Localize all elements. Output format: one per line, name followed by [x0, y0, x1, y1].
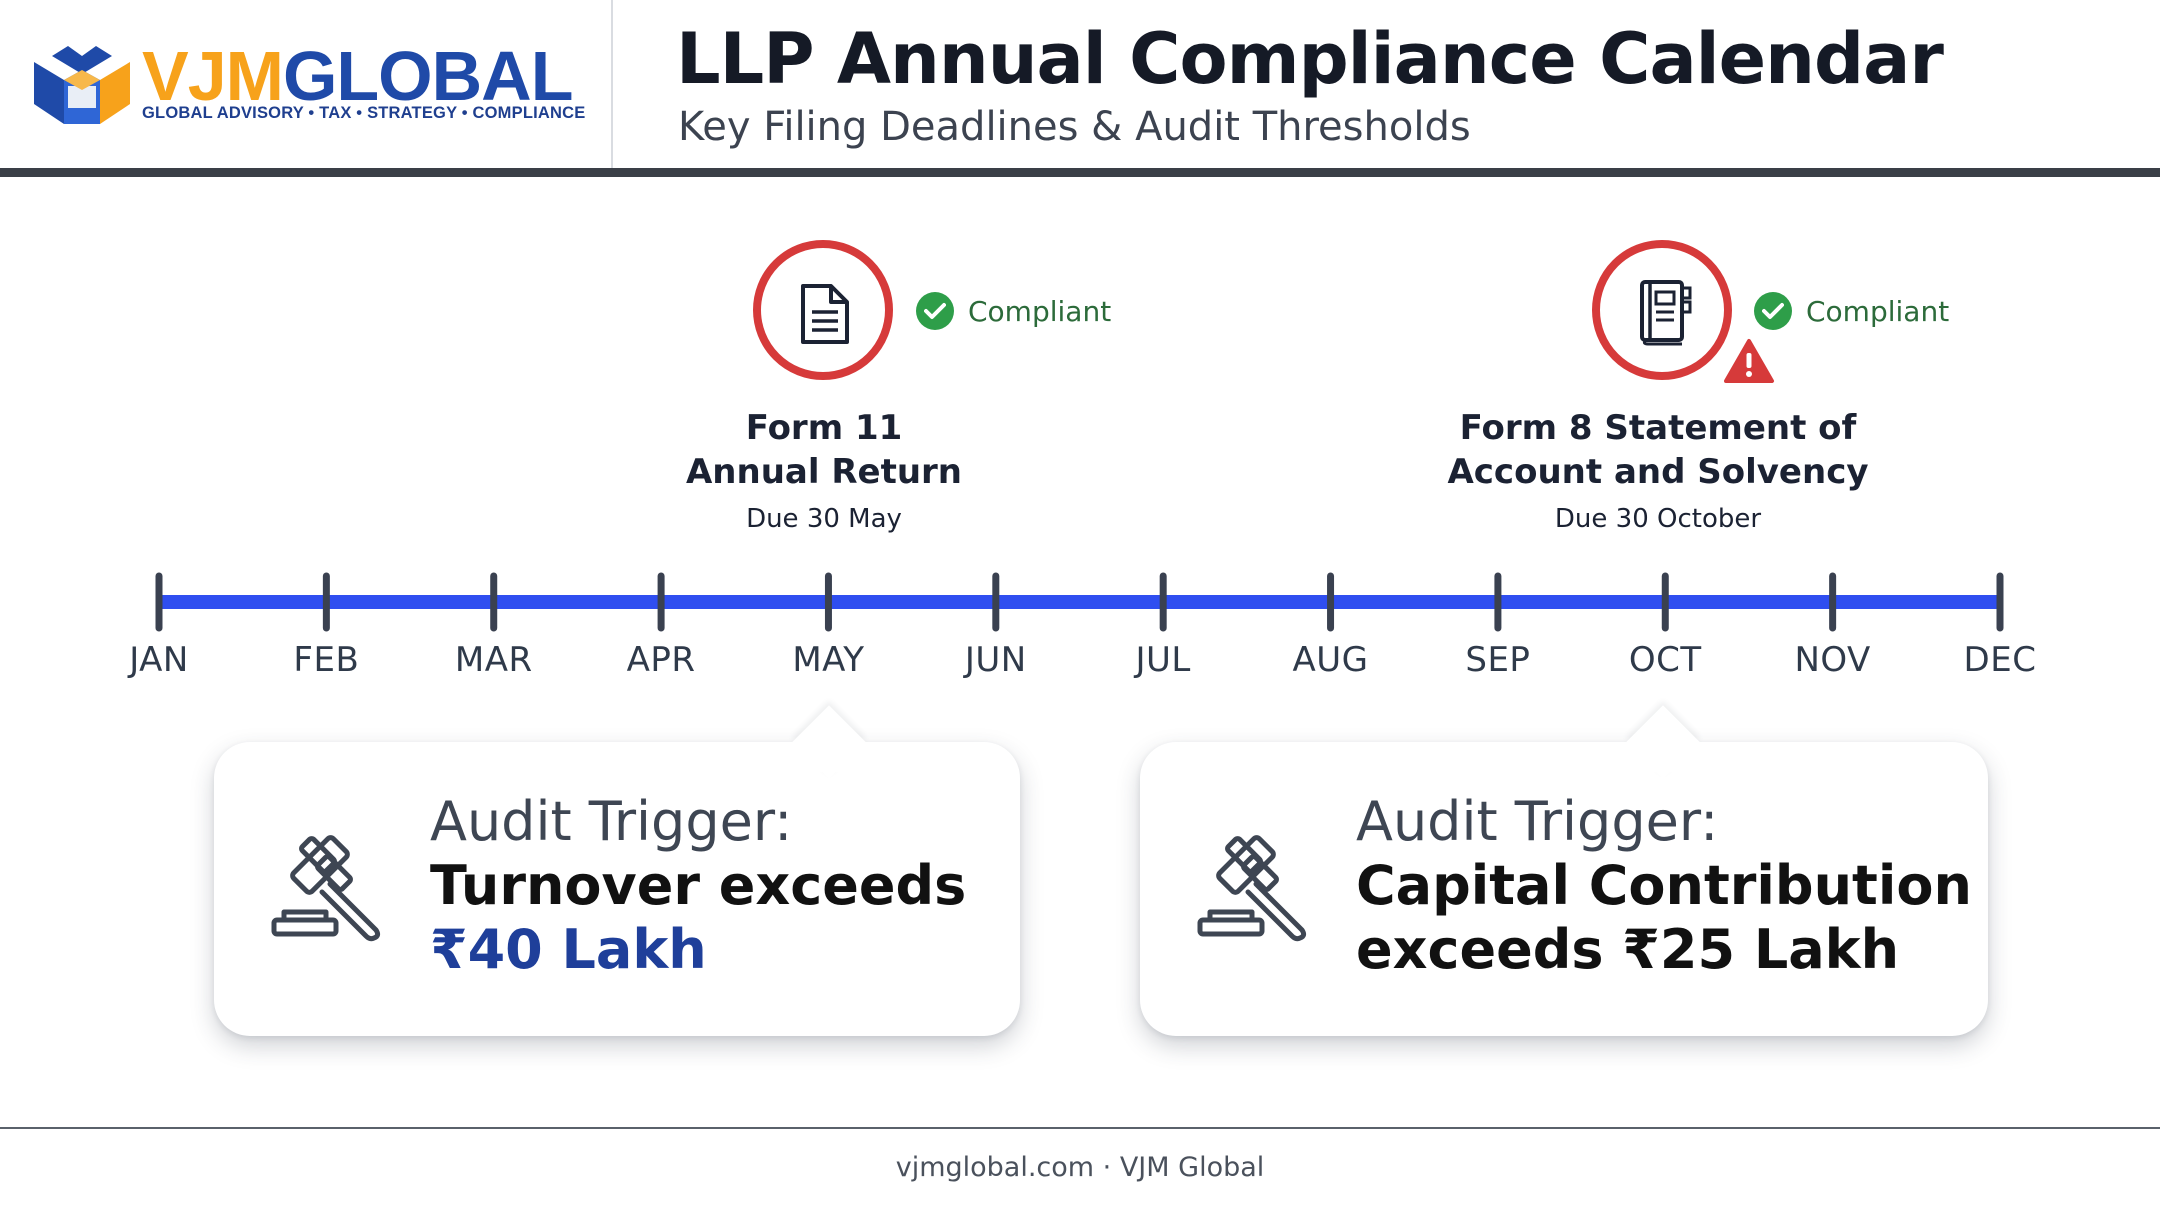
form-8-due-date: Due 30 October	[1554, 504, 1762, 534]
document-icon	[801, 284, 849, 344]
audit-trigger-card-capital: Audit Trigger: Capital Contribution exce…	[1140, 705, 1988, 1036]
audit-trigger-threshold: exceeds ₹25 Lakh	[1356, 918, 1900, 981]
form-8-title-line1: Form 8 Statement of	[1459, 408, 1857, 448]
brand-name: VJMGLOBAL	[142, 36, 574, 116]
month-label-aug: AUG	[1292, 640, 1369, 680]
check-icon	[1754, 292, 1792, 330]
form-8-icon-circle	[1592, 240, 1732, 380]
page-subtitle: Key Filing Deadlines & Audit Thresholds	[678, 104, 1471, 150]
month-label-oct: OCT	[1628, 640, 1702, 680]
month-label-dec: DEC	[1963, 640, 2037, 680]
month-label-jul: JUL	[1135, 640, 1191, 680]
form-8-title-line2: Account and Solvency	[1447, 452, 1869, 492]
month-label-sep: SEP	[1465, 640, 1531, 680]
ledger-book-icon	[1640, 280, 1692, 346]
header: VJMGLOBAL GLOBAL ADVISORY • TAX • STRATE…	[0, 0, 2160, 168]
month-label-jun: JUN	[964, 640, 1027, 680]
audit-trigger-condition: Turnover exceeds	[430, 854, 967, 917]
form-11-title-line1: Form 11	[745, 408, 903, 448]
brand-tagline: GLOBAL ADVISORY • TAX • STRATEGY • COMPL…	[142, 104, 586, 122]
month-label-mar: MAR	[454, 640, 533, 680]
form-8-title: Form 8 Statement of Account and Solvency	[1378, 406, 1938, 494]
month-label-feb: FEB	[293, 640, 360, 680]
month-label-jan: JAN	[129, 640, 189, 680]
gavel-icon	[270, 832, 390, 946]
vjm-logo-icon	[34, 46, 130, 124]
form-11-icon-circle	[753, 240, 893, 380]
header-divider	[611, 0, 613, 168]
audit-trigger-label: Audit Trigger:	[1356, 790, 1719, 853]
audit-trigger-card-turnover: Audit Trigger: Turnover exceeds ₹40 Lakh	[214, 705, 1020, 1036]
month-label-apr: APR	[626, 640, 696, 680]
footer-divider	[0, 1127, 2160, 1129]
audit-trigger-label: Audit Trigger:	[430, 790, 793, 853]
audit-trigger-threshold: ₹40 Lakh	[430, 918, 707, 981]
page-title: LLP Annual Compliance Calendar	[676, 18, 1944, 100]
header-underline	[0, 168, 2160, 177]
brand-name-part1: VJM	[142, 37, 284, 115]
status-label: Compliant	[1806, 294, 1950, 328]
gavel-icon	[1196, 832, 1316, 946]
form-8-status: Compliant	[1754, 292, 1949, 330]
month-label-nov: NOV	[1794, 640, 1871, 680]
footer-credit: vjmglobal.com · VJM Global	[895, 1152, 1265, 1183]
status-label: Compliant	[968, 294, 1112, 328]
warning-icon	[1723, 338, 1775, 388]
month-label-may: MAY	[792, 640, 865, 680]
brand-name-part2: GLOBAL	[282, 37, 574, 115]
form-11-title: Form 11 Annual Return	[544, 406, 1104, 494]
check-icon	[916, 292, 954, 330]
timeline	[155, 572, 2004, 632]
form-11-status: Compliant	[916, 292, 1111, 330]
form-11-due-date: Due 30 May	[746, 504, 902, 534]
audit-trigger-condition: Capital Contribution	[1356, 854, 1972, 917]
form-11-title-line2: Annual Return	[685, 452, 963, 492]
